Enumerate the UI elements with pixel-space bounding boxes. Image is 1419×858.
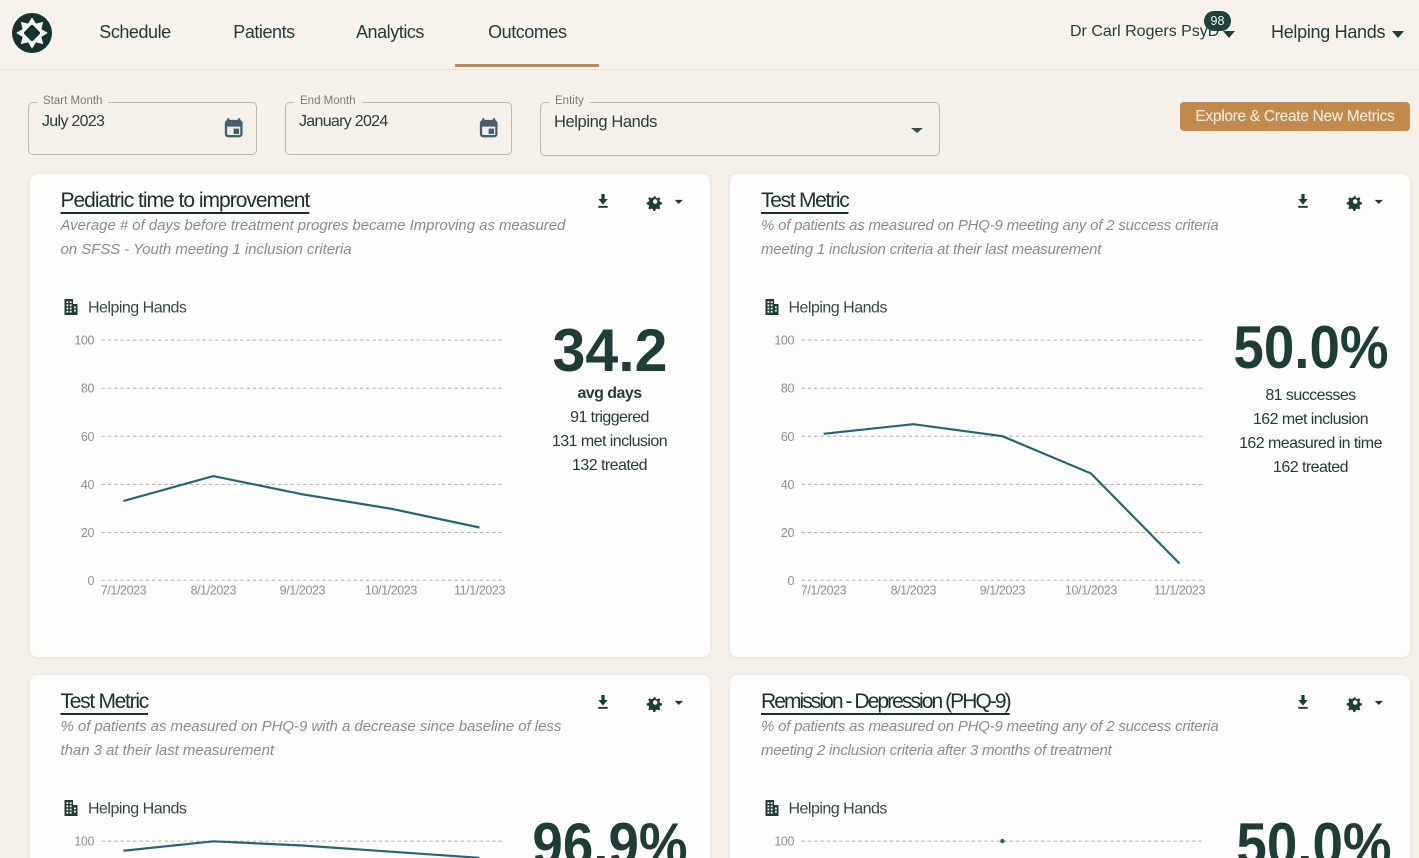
svg-text:100: 100 bbox=[74, 834, 94, 848]
svg-text:10/1/2023: 10/1/2023 bbox=[1065, 583, 1117, 597]
svg-text:80: 80 bbox=[80, 381, 94, 395]
svg-text:7/1/2023: 7/1/2023 bbox=[100, 583, 146, 597]
svg-text:100: 100 bbox=[774, 333, 794, 347]
svg-text:0: 0 bbox=[787, 573, 794, 587]
svg-text:10/1/2023: 10/1/2023 bbox=[364, 583, 416, 597]
svg-text:20: 20 bbox=[80, 526, 94, 540]
svg-text:9/1/2023: 9/1/2023 bbox=[980, 583, 1026, 597]
svg-text:60: 60 bbox=[80, 429, 94, 443]
svg-text:9/1/2023: 9/1/2023 bbox=[279, 583, 325, 597]
svg-text:11/1/2023: 11/1/2023 bbox=[1154, 583, 1206, 597]
svg-text:40: 40 bbox=[781, 477, 795, 491]
svg-text:0: 0 bbox=[87, 573, 94, 587]
svg-text:100: 100 bbox=[74, 333, 94, 347]
svg-text:40: 40 bbox=[80, 477, 94, 491]
svg-text:8/1/2023: 8/1/2023 bbox=[891, 583, 937, 597]
svg-text:7/1/2023: 7/1/2023 bbox=[801, 583, 847, 597]
svg-text:11/1/2023: 11/1/2023 bbox=[453, 583, 505, 597]
svg-text:60: 60 bbox=[781, 429, 795, 443]
svg-text:20: 20 bbox=[781, 526, 795, 540]
svg-text:8/1/2023: 8/1/2023 bbox=[190, 583, 236, 597]
svg-text:80: 80 bbox=[781, 381, 795, 395]
svg-text:100: 100 bbox=[774, 834, 794, 848]
